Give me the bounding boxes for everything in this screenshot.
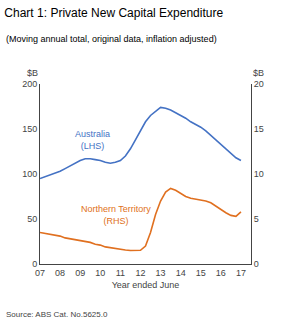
svg-text:11: 11	[116, 268, 125, 278]
svg-text:5: 5	[254, 214, 259, 224]
svg-text:09: 09	[75, 268, 85, 278]
svg-text:14: 14	[176, 268, 186, 278]
svg-text:Source: ABS Cat. No.5625.0: Source: ABS Cat. No.5625.0	[6, 310, 108, 319]
svg-text:$B: $B	[27, 68, 38, 78]
svg-text:Northern Territory(RHS): Northern Territory(RHS)	[81, 204, 151, 226]
svg-text:Australia(LHS): Australia(LHS)	[75, 129, 110, 151]
svg-text:12: 12	[135, 268, 145, 278]
svg-text:13: 13	[156, 268, 166, 278]
svg-text:100: 100	[22, 169, 37, 179]
svg-text:Chart 1: Private New Capital E: Chart 1: Private New Capital Expenditure	[4, 6, 223, 20]
svg-text:15: 15	[196, 268, 206, 278]
svg-text:0: 0	[254, 259, 259, 269]
svg-text:$B: $B	[253, 68, 264, 78]
svg-text:10: 10	[254, 169, 264, 179]
svg-text:50: 50	[27, 214, 37, 224]
svg-text:08: 08	[55, 268, 65, 278]
svg-text:(Moving annual total, original: (Moving annual total, original data, inf…	[6, 34, 217, 44]
svg-text:15: 15	[254, 124, 264, 134]
svg-text:16: 16	[216, 268, 226, 278]
svg-text:17: 17	[236, 268, 246, 278]
svg-text:150: 150	[22, 124, 37, 134]
svg-text:10: 10	[95, 268, 105, 278]
svg-text:20: 20	[254, 79, 264, 89]
svg-text:0: 0	[32, 259, 37, 269]
svg-text:07: 07	[35, 268, 45, 278]
svg-text:Year ended June: Year ended June	[112, 280, 180, 290]
svg-text:200: 200	[22, 79, 37, 89]
